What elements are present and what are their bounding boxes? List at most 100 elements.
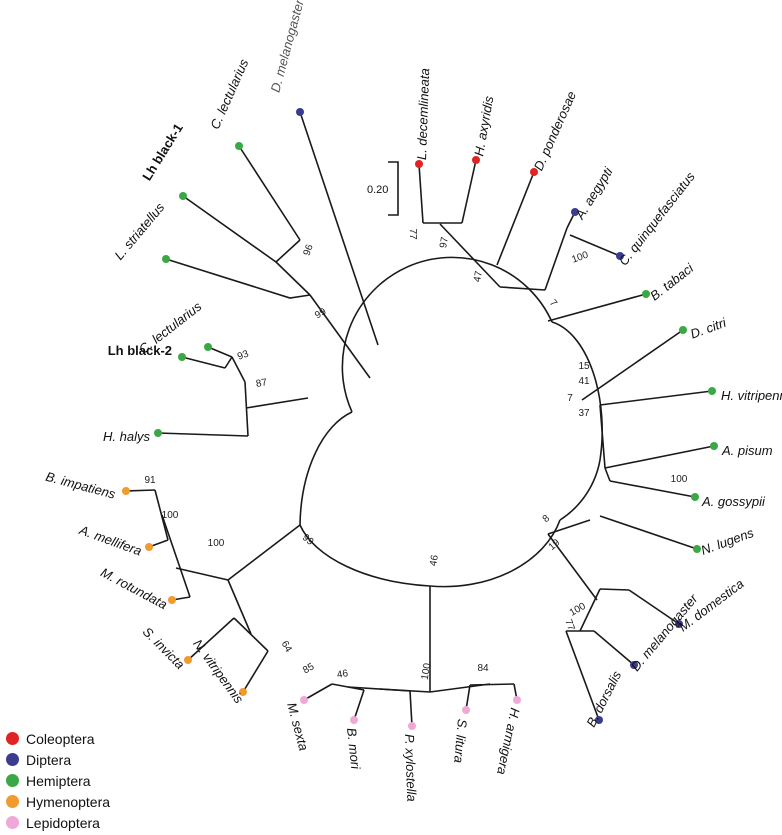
branch-10 [157,432,249,437]
branch-29 [465,684,471,711]
tip-marker-6 [154,429,162,437]
tip-label-15: S. litura [451,718,470,763]
support-value-6: 100 [208,538,225,549]
tip-marker-5 [178,353,186,361]
tip-label-26: C. quinquefasciatus [616,169,698,269]
legend-swatch [6,816,19,829]
support-value-27: 77 [407,228,418,240]
support-value-21: 15 [578,361,590,372]
branch-45 [604,445,715,469]
tip-label-24: D. citri [688,315,729,342]
tip-marker-23 [708,387,716,395]
branch-11 [244,381,249,437]
branch-1 [238,145,301,241]
tip-marker-3 [162,255,170,263]
tip-marker-15 [462,706,470,714]
tip-marker-24 [679,326,687,334]
tip-label-13: B. mori [344,727,363,771]
tip-label-10: S. invicta [140,624,188,672]
support-value-22: 7 [567,393,573,404]
branch-61 [551,321,603,461]
scale-bar: 0.20 [367,161,399,216]
tip-label-6: H. halys [103,429,150,444]
tip-label-22: A. pisum [721,443,773,458]
support-value-13: 46 [428,554,441,567]
tip-label-17: B. dorsalis [583,668,624,729]
branch-0 [299,111,379,346]
branch-19 [187,617,235,661]
tip-label-18: D. melanogaster [628,591,701,674]
support-value-23: 7 [547,298,559,310]
tip-marker-12 [300,696,308,704]
branch-65 [299,411,353,526]
legend-label: Hymenoptera [26,793,111,810]
tip-marker-22 [710,442,718,450]
branch-42 [599,515,698,550]
legend-swatch [6,732,19,745]
support-value-24: 100 [570,249,590,265]
support-value-10: 46 [336,668,349,681]
tip-label-30: L. decemlineata [414,68,432,160]
support-value-8: 64 [279,639,294,655]
branch-5 [309,294,371,379]
branch-23 [227,524,301,581]
support-value-2: 93 [236,348,251,362]
tip-markers [122,108,718,730]
scale-bar-line [388,161,399,216]
tip-marker-18 [630,661,638,669]
branch-34 [429,683,491,693]
legend-item-hemiptera: Hemiptera [6,770,110,791]
tip-label-14: P. xylostella [402,734,419,802]
branch-46 [604,467,611,482]
branch-6 [207,346,233,358]
tip-label-1: C. lectularius [207,56,251,131]
tip-label-20: N. lugens [699,525,756,558]
branch-36 [593,630,635,666]
branch-41 [547,533,598,601]
tip-label-8: A. mellifera [77,522,144,559]
support-value-3: 87 [255,377,268,390]
support-value-1: 99 [313,306,329,321]
tip-label-29: H. axyridis [471,94,496,157]
branch-38 [579,588,601,632]
support-value-9: 85 [301,661,317,676]
branch-15 [154,489,169,541]
tip-marker-28 [530,168,538,176]
branch-13 [125,489,156,492]
tip-marker-0 [296,108,304,116]
support-value-4: 91 [144,475,156,486]
support-value-25: 47 [472,270,485,283]
branch-9 [231,356,246,383]
support-value-14: 77 [562,618,576,633]
support-value-5: 100 [162,510,179,521]
legend-label: Lepidoptera [26,814,100,831]
branch-27 [409,690,413,727]
tip-marker-26 [616,252,624,260]
tip-label-11: N. vitripennis [190,637,247,707]
branch-53 [544,227,568,291]
support-value-17: 8 [541,513,553,525]
legend-swatch [6,795,19,808]
branch-35 [565,630,600,721]
branch-50 [547,293,647,322]
branch-62 [559,459,601,521]
branch-64 [299,524,431,587]
branch-31 [469,683,515,686]
legend-item-hymenoptera: Hymenoptera [6,791,110,812]
legend-label: Coleoptera [26,730,95,747]
legend-label: Diptera [26,751,72,768]
branch-51 [569,234,621,257]
tip-label-27: A. aegypti [572,164,616,223]
branch-49 [581,329,684,401]
branch-20 [242,650,269,693]
tip-marker-14 [408,722,416,730]
tip-label-25: B. tabaci [647,260,697,304]
tip-label-9: M. rotundata [98,565,169,613]
branch-40 [599,588,630,591]
branch-54 [496,171,535,266]
support-value-11: 100 [420,662,434,681]
tip-marker-9 [168,596,176,604]
branch-18 [175,567,229,581]
legend-label: Hemiptera [26,772,91,789]
